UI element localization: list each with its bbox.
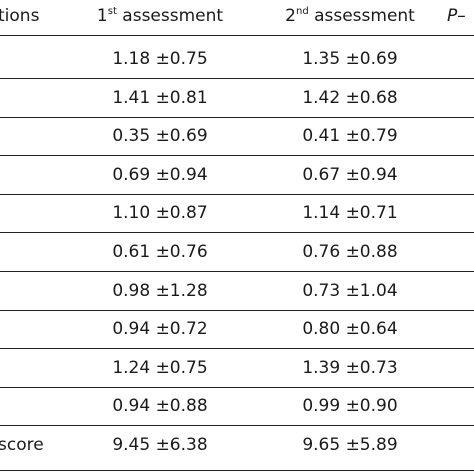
row-divider — [0, 387, 474, 388]
row-divider — [0, 78, 474, 79]
header-second-label: assessment — [308, 6, 415, 26]
row-divider — [0, 310, 474, 311]
row-divider — [0, 194, 474, 195]
header-questions-partial: tions — [0, 6, 40, 26]
first-assessment-value: 1.18 ±0.75 — [112, 49, 208, 69]
second-assessment-value: 9.65 ±5.89 — [302, 435, 398, 455]
second-assessment-value: 0.67 ±0.94 — [302, 165, 398, 185]
second-assessment-value: 0.99 ±0.90 — [302, 396, 398, 416]
second-assessment-value: 0.73 ±1.04 — [302, 281, 398, 301]
first-assessment-value: 0.98 ±1.28 — [112, 281, 208, 301]
header-second-number: 2 — [285, 6, 296, 26]
second-assessment-value: 0.76 ±0.88 — [302, 242, 398, 262]
header-divider — [0, 35, 474, 36]
second-assessment-value: 0.41 ±0.79 — [302, 126, 398, 146]
row-divider — [0, 271, 474, 272]
row-divider — [0, 425, 474, 426]
second-assessment-value: 1.42 ±0.68 — [302, 88, 398, 108]
table-bottom-border — [0, 470, 474, 471]
header-first-assessment: 1st assessment — [65, 6, 255, 26]
row-divider — [0, 348, 474, 349]
first-assessment-value: 0.61 ±0.76 — [112, 242, 208, 262]
row-divider — [0, 232, 474, 233]
second-assessment-value: 1.35 ±0.69 — [302, 49, 398, 69]
second-assessment-value: 1.39 ±0.73 — [302, 358, 398, 378]
header-p-value-partial: P– — [447, 6, 466, 26]
header-second-assessment: 2nd assessment — [255, 6, 445, 26]
first-assessment-value: 9.45 ±6.38 — [112, 435, 208, 455]
first-assessment-value: 0.94 ±0.72 — [112, 319, 208, 339]
first-assessment-value: 0.35 ±0.69 — [112, 126, 208, 146]
header-second-superscript: nd — [295, 6, 309, 17]
header-first-label: assessment — [116, 6, 224, 26]
header-first-superscript: st — [107, 6, 117, 17]
first-assessment-value: 0.94 ±0.88 — [112, 396, 208, 416]
first-assessment-value: 1.10 ±0.87 — [112, 203, 208, 223]
first-assessment-value: 1.24 ±0.75 — [112, 358, 208, 378]
first-assessment-value: 1.41 ±0.81 — [112, 88, 208, 108]
row-divider — [0, 155, 474, 156]
second-assessment-value: 1.14 ±0.71 — [302, 203, 398, 223]
first-assessment-value: 0.69 ±0.94 — [112, 165, 208, 185]
header-first-number: 1 — [96, 6, 108, 26]
row-divider — [0, 117, 474, 118]
row-label: score — [0, 435, 44, 455]
second-assessment-value: 0.80 ±0.64 — [302, 319, 398, 339]
